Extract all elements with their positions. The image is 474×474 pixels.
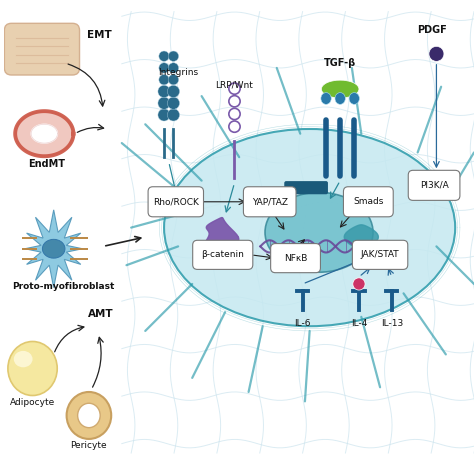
Polygon shape [25, 210, 82, 288]
Circle shape [159, 63, 169, 73]
FancyBboxPatch shape [4, 23, 80, 75]
Text: β-catenin: β-catenin [201, 250, 244, 259]
Ellipse shape [321, 92, 331, 104]
Ellipse shape [164, 129, 455, 326]
FancyBboxPatch shape [271, 244, 320, 273]
Polygon shape [31, 124, 57, 143]
Circle shape [159, 51, 169, 61]
Circle shape [229, 83, 240, 94]
FancyBboxPatch shape [344, 187, 393, 217]
FancyBboxPatch shape [148, 187, 203, 217]
Ellipse shape [321, 80, 359, 98]
Circle shape [229, 109, 240, 119]
FancyBboxPatch shape [408, 170, 460, 201]
Text: EMT: EMT [87, 30, 111, 40]
Text: IL-13: IL-13 [381, 319, 403, 328]
Circle shape [167, 85, 180, 98]
Ellipse shape [14, 351, 33, 367]
Text: Smads: Smads [353, 197, 383, 206]
Text: Proto-myofibroblast: Proto-myofibroblast [12, 282, 114, 291]
Circle shape [429, 46, 444, 61]
Ellipse shape [265, 192, 373, 272]
Circle shape [159, 74, 169, 85]
Circle shape [353, 278, 365, 290]
Text: IL-4: IL-4 [351, 319, 367, 328]
Ellipse shape [8, 341, 57, 395]
Polygon shape [344, 225, 378, 249]
Polygon shape [202, 218, 239, 256]
Ellipse shape [67, 392, 111, 439]
FancyBboxPatch shape [352, 240, 408, 269]
Circle shape [167, 109, 180, 121]
Circle shape [168, 74, 179, 85]
Circle shape [168, 63, 179, 73]
Text: Adipocyte: Adipocyte [10, 398, 55, 407]
Text: Integrins: Integrins [158, 68, 198, 77]
Circle shape [158, 109, 170, 121]
Circle shape [229, 96, 240, 107]
Polygon shape [15, 111, 73, 156]
Text: AMT: AMT [88, 310, 113, 319]
Text: Pericyte: Pericyte [71, 441, 107, 450]
FancyBboxPatch shape [284, 181, 328, 194]
Ellipse shape [335, 92, 346, 104]
Text: EndMT: EndMT [28, 159, 65, 169]
Circle shape [167, 97, 180, 109]
Text: LRP/Wnt: LRP/Wnt [216, 80, 254, 89]
Text: PI3K/A: PI3K/A [419, 181, 448, 190]
Text: YAP/TAZ: YAP/TAZ [252, 197, 288, 206]
Circle shape [229, 121, 240, 132]
Text: PDGF: PDGF [417, 26, 447, 36]
Circle shape [158, 97, 170, 109]
Text: Rho/ROCK: Rho/ROCK [153, 197, 199, 206]
Text: JAK/STAT: JAK/STAT [361, 250, 400, 259]
Text: TGF-β: TGF-β [324, 58, 356, 68]
Ellipse shape [42, 239, 65, 258]
Circle shape [158, 85, 170, 98]
Text: IL-6: IL-6 [294, 319, 311, 328]
Circle shape [168, 51, 179, 61]
Ellipse shape [78, 403, 100, 428]
FancyBboxPatch shape [244, 187, 296, 217]
FancyBboxPatch shape [193, 240, 253, 269]
Text: NFκB: NFκB [284, 254, 307, 263]
Ellipse shape [349, 92, 359, 104]
